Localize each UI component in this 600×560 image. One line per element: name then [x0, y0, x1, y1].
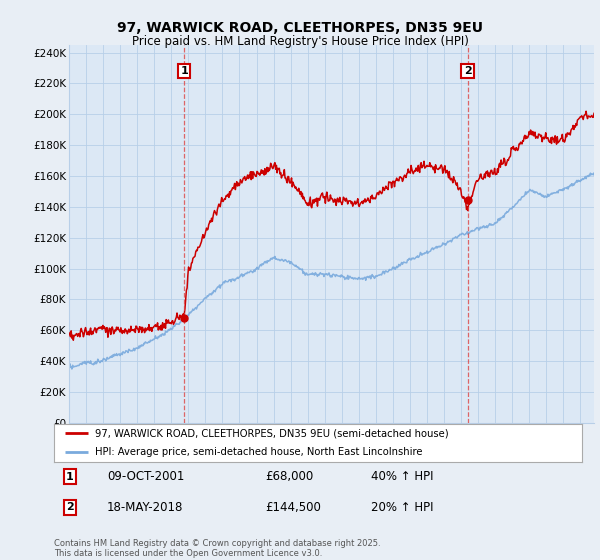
Text: 09-OCT-2001: 09-OCT-2001: [107, 470, 184, 483]
Text: £144,500: £144,500: [265, 501, 321, 514]
Text: 20% ↑ HPI: 20% ↑ HPI: [371, 501, 433, 514]
Text: 2: 2: [66, 502, 74, 512]
Text: Contains HM Land Registry data © Crown copyright and database right 2025.
This d: Contains HM Land Registry data © Crown c…: [54, 539, 380, 558]
Text: 97, WARWICK ROAD, CLEETHORPES, DN35 9EU: 97, WARWICK ROAD, CLEETHORPES, DN35 9EU: [117, 21, 483, 35]
Text: 18-MAY-2018: 18-MAY-2018: [107, 501, 183, 514]
Text: 1: 1: [66, 472, 74, 482]
Text: 97, WARWICK ROAD, CLEETHORPES, DN35 9EU (semi-detached house): 97, WARWICK ROAD, CLEETHORPES, DN35 9EU …: [95, 428, 449, 438]
Text: 2: 2: [464, 66, 472, 76]
Text: 40% ↑ HPI: 40% ↑ HPI: [371, 470, 433, 483]
Text: £68,000: £68,000: [265, 470, 313, 483]
Text: HPI: Average price, semi-detached house, North East Lincolnshire: HPI: Average price, semi-detached house,…: [95, 447, 422, 458]
Text: 1: 1: [181, 66, 188, 76]
Text: Price paid vs. HM Land Registry's House Price Index (HPI): Price paid vs. HM Land Registry's House …: [131, 35, 469, 48]
